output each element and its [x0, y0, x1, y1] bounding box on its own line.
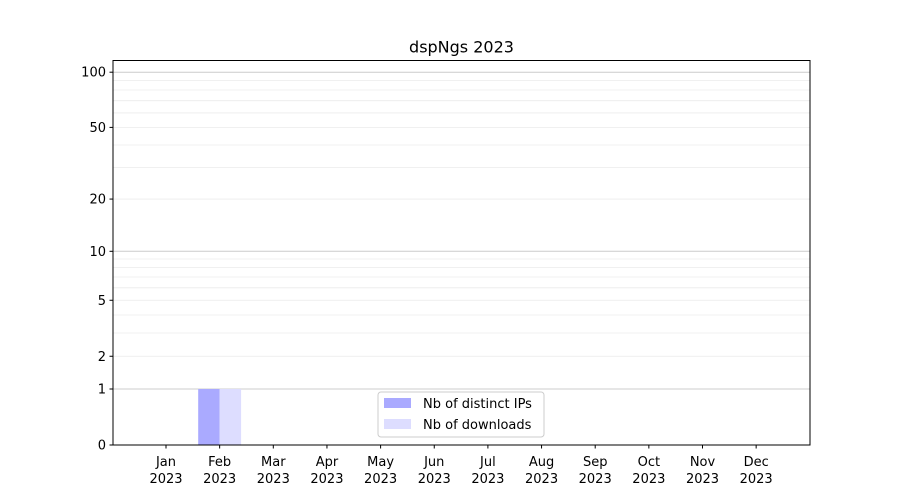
x-tick-label-year: 2023 — [686, 472, 719, 487]
x-tick-label-year: 2023 — [364, 472, 397, 487]
x-tick-label-year: 2023 — [149, 472, 182, 487]
x-tick-label-year: 2023 — [632, 472, 665, 487]
y-tick-label: 10 — [89, 245, 106, 260]
legend — [377, 391, 545, 438]
x-tick-label-year: 2023 — [579, 472, 612, 487]
x-tick-label-month: Oct — [638, 455, 660, 470]
x-tick-label-month: Feb — [208, 455, 231, 470]
x-tick-label-year: 2023 — [257, 472, 290, 487]
x-tick-label-year: 2023 — [471, 472, 504, 487]
x-tick-label-month: Mar — [261, 455, 286, 470]
y-tick-label: 20 — [89, 193, 106, 208]
y-tick-label: 5 — [98, 294, 106, 309]
x-tick-label-year: 2023 — [740, 472, 773, 487]
y-tick-label: 100 — [81, 66, 106, 81]
y-tick-label: 1 — [98, 383, 106, 398]
plot-frame — [112, 60, 811, 446]
x-tick-label-year: 2023 — [310, 472, 343, 487]
y-tick-label: 2 — [98, 350, 106, 365]
x-tick-label-year: 2023 — [418, 472, 451, 487]
x-tick-label-month: May — [367, 455, 394, 470]
x-tick-label-month: Nov — [690, 455, 716, 470]
legend-label: Nb of distinct IPs — [423, 397, 532, 412]
chart-title: dspNgs 2023 — [409, 38, 514, 57]
x-tick-label-month: Jul — [479, 455, 496, 470]
x-tick-label-month: Jan — [155, 455, 176, 470]
x-tick-label-month: Apr — [316, 455, 339, 470]
legend-swatch — [384, 398, 411, 408]
y-tick-label: 50 — [89, 121, 106, 136]
bar-ips — [198, 389, 220, 445]
x-tick-label-year: 2023 — [525, 472, 558, 487]
legend-label: Nb of downloads — [423, 418, 532, 433]
x-tick-label-year: 2023 — [203, 472, 236, 487]
x-tick-label-month: Aug — [529, 455, 554, 470]
y-tick-label: 0 — [98, 439, 106, 454]
legend-swatch — [384, 419, 411, 429]
x-tick-label-month: Sep — [583, 455, 608, 470]
bar-downloads — [219, 389, 242, 445]
x-tick-label-month: Dec — [744, 455, 769, 470]
x-tick-label-month: Jun — [423, 455, 444, 470]
